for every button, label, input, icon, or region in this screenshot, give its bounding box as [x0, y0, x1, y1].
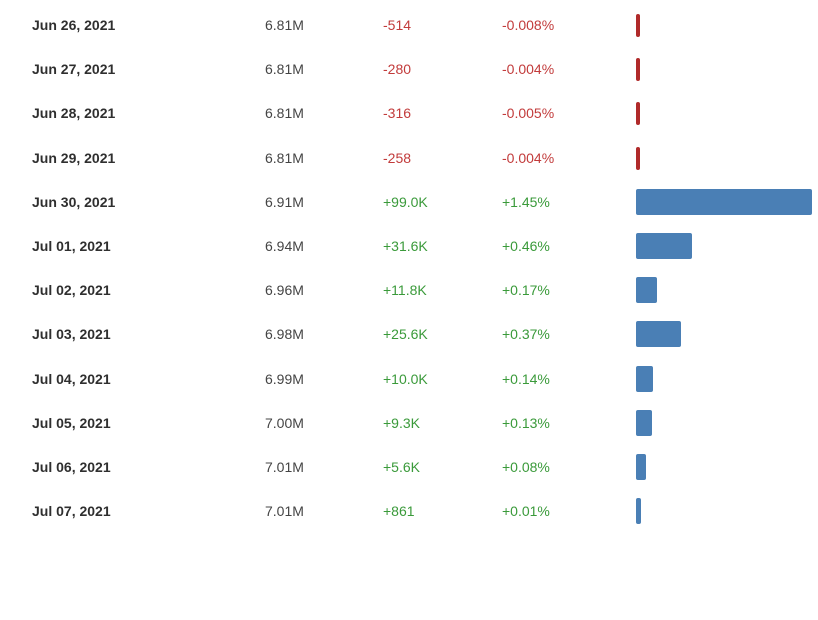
positive-change-bar — [636, 321, 681, 348]
table-row: Jun 28, 2021 6.81M -316 -0.005% — [0, 91, 818, 135]
row-percent-change: -0.004% — [502, 61, 555, 78]
row-change: +861 — [383, 503, 415, 520]
table-row: Jul 07, 2021 7.01M +861 +0.01% — [0, 489, 818, 533]
row-total: 6.81M — [265, 105, 304, 122]
row-total: 7.01M — [265, 458, 304, 475]
row-change: +25.6K — [383, 326, 428, 343]
row-change: -514 — [383, 17, 412, 33]
row-percent-change: +0.13% — [502, 414, 550, 431]
negative-change-bar — [636, 58, 640, 82]
row-bar-cell — [636, 268, 816, 312]
row-bar-cell — [636, 180, 816, 224]
positive-change-bar — [636, 453, 646, 480]
row-bar-cell — [636, 224, 816, 268]
negative-change-bar — [636, 146, 640, 170]
table-row: Jun 26, 2021 6.81M -514 -0.008% — [0, 3, 818, 47]
row-date: Jun 27, 2021 — [32, 61, 116, 78]
row-date: Jul 03, 2021 — [32, 326, 111, 343]
positive-change-bar — [636, 277, 657, 304]
row-change: -316 — [383, 105, 412, 122]
positive-change-bar — [636, 232, 692, 259]
row-total: 6.81M — [265, 61, 304, 78]
row-date: Jul 01, 2021 — [32, 237, 111, 254]
row-change: +10.0K — [383, 370, 428, 387]
row-bar-cell — [636, 91, 816, 135]
table-row: Jun 27, 2021 6.81M -280 -0.004% — [0, 47, 818, 91]
row-change: +99.0K — [383, 193, 428, 210]
table-row: Jul 03, 2021 6.98M +25.6K +0.37% — [0, 312, 818, 356]
table-row: Jun 29, 2021 6.81M -258 -0.004% — [0, 136, 818, 180]
table-row: Jul 04, 2021 6.99M +10.0K +0.14% — [0, 357, 818, 401]
row-percent-change: +0.17% — [502, 282, 550, 299]
row-date: Jun 26, 2021 — [32, 17, 116, 33]
row-date: Jun 28, 2021 — [32, 105, 116, 122]
row-total: 6.81M — [265, 17, 304, 33]
row-total: 7.00M — [265, 414, 304, 431]
row-percent-change: +0.01% — [502, 503, 550, 520]
positive-change-bar — [636, 188, 812, 215]
row-change: -258 — [383, 149, 412, 166]
row-percent-change: +0.14% — [502, 370, 550, 387]
daily-change-table: Jun 26, 2021 6.81M -514 -0.008% Jun 27, 2021… — [0, 3, 818, 533]
row-total: 6.96M — [265, 282, 304, 299]
row-bar-cell — [636, 136, 816, 180]
row-bar-cell — [636, 445, 816, 489]
row-bar-cell — [636, 401, 816, 445]
row-change: +9.3K — [383, 414, 420, 431]
row-date: Jun 30, 2021 — [32, 193, 116, 210]
row-total: 6.81M — [265, 149, 304, 166]
row-percent-change: +1.45% — [502, 193, 550, 210]
positive-change-bar — [636, 498, 641, 525]
row-date: Jul 07, 2021 — [32, 503, 111, 520]
row-date: Jul 06, 2021 — [32, 458, 111, 475]
row-bar-cell — [636, 312, 816, 356]
table-row: Jul 05, 2021 7.00M +9.3K +0.13% — [0, 401, 818, 445]
negative-change-bar — [636, 102, 640, 126]
row-date: Jul 05, 2021 — [32, 414, 111, 431]
row-date: Jul 02, 2021 — [32, 282, 111, 299]
row-percent-change: -0.008% — [502, 17, 555, 33]
table-row: Jul 01, 2021 6.94M +31.6K +0.46% — [0, 224, 818, 268]
row-percent-change: +0.08% — [502, 458, 550, 475]
table-row: Jun 30, 2021 6.91M +99.0K +1.45% — [0, 180, 818, 224]
row-date: Jun 29, 2021 — [32, 149, 116, 166]
row-percent-change: +0.37% — [502, 326, 550, 343]
row-bar-cell — [636, 3, 816, 47]
row-percent-change: +0.46% — [502, 237, 550, 254]
table-row: Jul 06, 2021 7.01M +5.6K +0.08% — [0, 445, 818, 489]
row-change: +5.6K — [383, 458, 420, 475]
row-change: +11.8K — [383, 282, 427, 299]
table-row: Jul 02, 2021 6.96M +11.8K +0.17% — [0, 268, 818, 312]
row-total: 6.99M — [265, 370, 304, 387]
row-change: -280 — [383, 61, 412, 78]
row-total: 7.01M — [265, 503, 304, 520]
positive-change-bar — [636, 409, 652, 436]
row-percent-change: -0.004% — [502, 149, 555, 166]
row-date: Jul 04, 2021 — [32, 370, 111, 387]
row-bar-cell — [636, 47, 816, 91]
row-change: +31.6K — [383, 237, 428, 254]
row-total: 6.91M — [265, 193, 304, 210]
positive-change-bar — [636, 365, 653, 392]
row-total: 6.94M — [265, 237, 304, 254]
row-total: 6.98M — [265, 326, 304, 343]
negative-change-bar — [636, 14, 640, 37]
row-percent-change: -0.005% — [502, 105, 555, 122]
row-bar-cell — [636, 489, 816, 533]
row-bar-cell — [636, 357, 816, 401]
